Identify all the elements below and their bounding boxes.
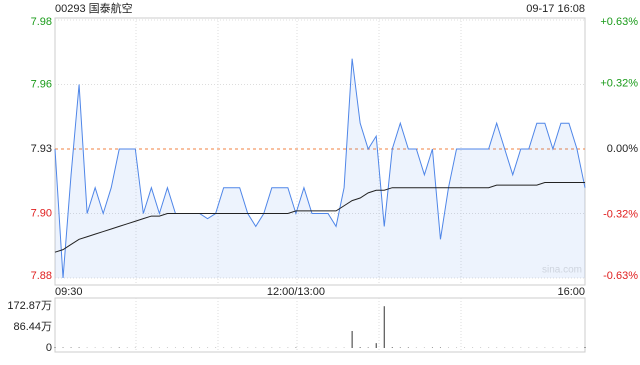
timestamp: 09-17 16:08	[526, 3, 585, 15]
volume-bar	[352, 331, 353, 348]
volume-bar	[376, 343, 377, 348]
x-tick-label: 09:30	[55, 286, 83, 298]
x-tick-label: 16:00	[557, 286, 585, 298]
x-tick-label: 12:00/13:00	[267, 286, 325, 298]
y-tick-label: 7.98	[31, 16, 52, 28]
y-tick-label: 7.96	[31, 78, 52, 90]
y2-tick-label: +0.32%	[600, 77, 638, 89]
volume-bar	[384, 306, 385, 348]
y2-tick-label: +0.63%	[600, 16, 638, 28]
y-tick-label: 7.90	[31, 207, 52, 219]
volume-bar	[585, 347, 586, 348]
volume-tick-label: 172.87万	[7, 300, 52, 312]
volume-bar	[55, 347, 56, 348]
y-tick-label: 7.88	[31, 270, 52, 282]
volume-frame	[55, 298, 585, 352]
volume-bar	[392, 347, 393, 348]
chart-title: 00293 国泰航空	[55, 1, 133, 15]
y2-tick-label: -0.63%	[603, 270, 638, 282]
y2-tick-label: 0.00%	[607, 143, 638, 155]
price-area	[55, 59, 585, 278]
y2-tick-label: -0.32%	[603, 208, 638, 220]
y-tick-label: 7.93	[31, 143, 52, 155]
volume-tick-label: 0	[46, 342, 52, 354]
volume-bar	[360, 347, 361, 348]
volume-tick-label: 86.44万	[13, 321, 52, 333]
